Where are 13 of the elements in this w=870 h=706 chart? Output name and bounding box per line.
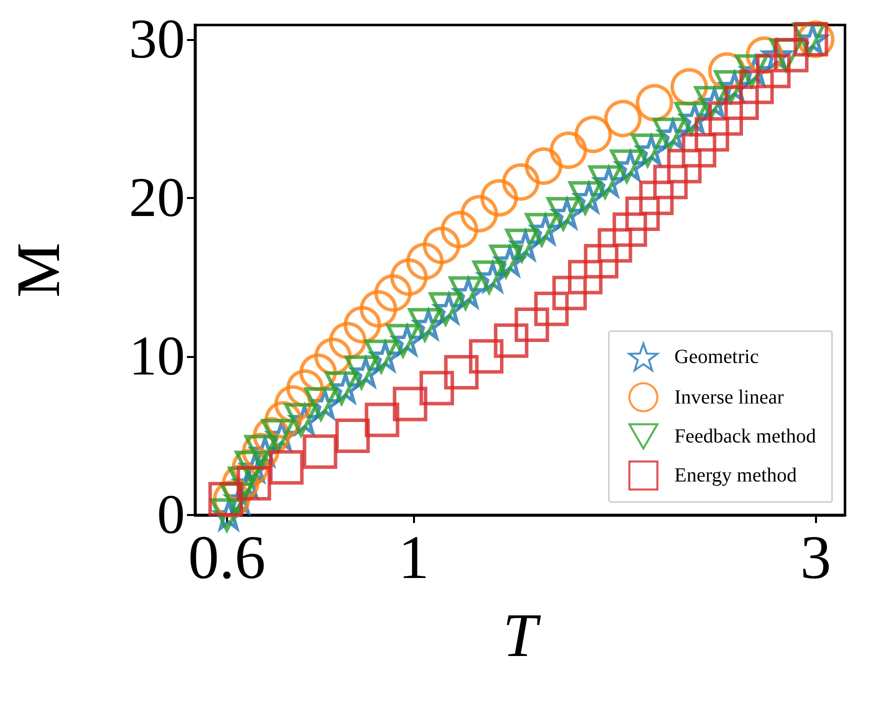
y-tick-label: 0 xyxy=(157,484,185,546)
legend-label: Inverse linear xyxy=(674,386,784,408)
y-tick-label: 20 xyxy=(129,166,185,229)
y-axis-title: M xyxy=(5,242,73,298)
y-tick-label: 10 xyxy=(129,325,185,388)
legend-label: Energy method xyxy=(674,464,797,486)
legend-label: Geometric xyxy=(674,346,759,368)
legend-label: Feedback method xyxy=(674,425,816,448)
x-axis-title: T xyxy=(502,602,542,670)
y-tick-label: 30 xyxy=(129,8,185,70)
x-tick-label: 0.6 xyxy=(188,524,266,592)
x-tick-label: 1 xyxy=(398,524,430,592)
x-tick-label: 3 xyxy=(800,524,832,592)
